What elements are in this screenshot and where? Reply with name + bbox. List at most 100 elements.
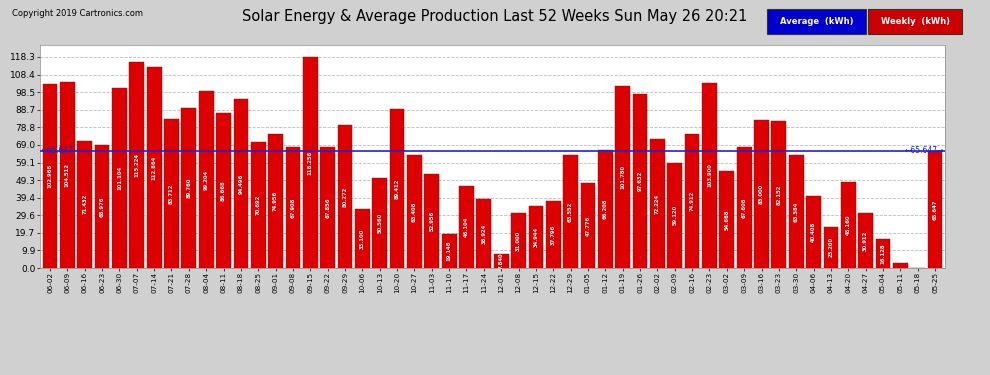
Text: 63.552: 63.552 (568, 201, 573, 222)
Bar (754, 120, 769, 268)
Text: 50.560: 50.560 (377, 213, 382, 233)
Bar (771, 122, 786, 268)
Bar (199, 91, 214, 268)
Bar (407, 155, 422, 268)
Bar (789, 154, 804, 268)
Bar (112, 88, 127, 268)
Text: 89.760: 89.760 (186, 178, 191, 198)
Text: 103.900: 103.900 (707, 164, 712, 188)
Text: 70.692: 70.692 (255, 195, 260, 215)
Text: 31.000: 31.000 (516, 230, 521, 251)
Bar (181, 108, 196, 268)
Bar (285, 147, 300, 268)
Bar (580, 183, 595, 268)
Text: 7.840: 7.840 (499, 253, 504, 270)
Bar (372, 178, 387, 268)
Bar (147, 67, 161, 268)
Text: 16.128: 16.128 (880, 243, 885, 264)
Bar (442, 234, 456, 268)
Bar (216, 113, 231, 268)
Bar (390, 108, 405, 268)
Text: 38.924: 38.924 (481, 223, 486, 243)
Text: 46.104: 46.104 (464, 217, 469, 237)
Text: 101.780: 101.780 (620, 165, 625, 189)
Bar (43, 84, 57, 268)
Bar (234, 99, 248, 268)
Bar (806, 196, 821, 268)
Text: Copyright 2019 Cartronics.com: Copyright 2019 Cartronics.com (12, 9, 143, 18)
Text: 19.148: 19.148 (446, 241, 451, 261)
Text: 94.496: 94.496 (239, 174, 244, 194)
Text: 67.856: 67.856 (325, 197, 331, 218)
Bar (529, 206, 544, 268)
Bar (303, 57, 318, 268)
Text: 72.224: 72.224 (654, 194, 660, 214)
Text: 101.104: 101.104 (117, 166, 122, 190)
Bar (511, 213, 526, 268)
Text: 83.712: 83.712 (169, 183, 174, 204)
Text: 86.668: 86.668 (221, 180, 226, 201)
Bar (858, 213, 873, 268)
Bar (667, 163, 682, 268)
Bar (77, 141, 92, 268)
Text: 67.608: 67.608 (742, 198, 746, 218)
Text: 82.152: 82.152 (776, 184, 781, 205)
Bar (893, 263, 908, 268)
Bar (841, 182, 855, 268)
Bar (355, 209, 369, 268)
Bar (737, 147, 751, 268)
Text: 33.100: 33.100 (360, 228, 365, 249)
Text: 89.412: 89.412 (395, 178, 400, 198)
Text: 80.272: 80.272 (343, 186, 347, 207)
Text: 23.200: 23.200 (829, 237, 834, 258)
Text: 34.944: 34.944 (534, 227, 539, 247)
Text: 118.256: 118.256 (308, 150, 313, 175)
Bar (545, 201, 560, 268)
Text: 52.956: 52.956 (430, 211, 435, 231)
Text: 74.956: 74.956 (273, 191, 278, 211)
Text: 66.208: 66.208 (603, 199, 608, 219)
Text: 47.776: 47.776 (585, 215, 590, 236)
Text: 54.668: 54.668 (725, 209, 730, 230)
Bar (494, 254, 509, 268)
Text: 40.408: 40.408 (811, 222, 816, 242)
Text: Weekly  (kWh): Weekly (kWh) (881, 17, 949, 26)
Text: 97.632: 97.632 (638, 171, 643, 191)
Bar (928, 151, 942, 268)
Bar (321, 147, 335, 268)
Text: 112.864: 112.864 (151, 155, 156, 180)
Text: 71.432: 71.432 (82, 194, 87, 214)
Bar (616, 87, 630, 268)
Text: 65.647: 65.647 (933, 200, 938, 220)
Bar (250, 142, 265, 268)
Bar (633, 94, 647, 268)
Text: 104.512: 104.512 (65, 163, 70, 187)
Text: ←65.647→: ←65.647→ (905, 147, 944, 156)
Bar (164, 119, 179, 268)
Text: Average  (kWh): Average (kWh) (780, 17, 853, 26)
Text: 48.160: 48.160 (845, 215, 850, 236)
Text: 99.204: 99.204 (204, 170, 209, 190)
Text: 59.120: 59.120 (672, 205, 677, 225)
Text: ←65.647→: ←65.647→ (41, 147, 80, 156)
Bar (425, 174, 440, 268)
Bar (720, 171, 735, 268)
Bar (563, 154, 578, 268)
Text: 83.000: 83.000 (759, 184, 764, 204)
Text: 102.968: 102.968 (48, 164, 52, 188)
Bar (824, 227, 839, 268)
Text: 115.224: 115.224 (135, 153, 140, 177)
Bar (338, 125, 352, 268)
Bar (598, 150, 613, 268)
Text: 67.908: 67.908 (290, 197, 295, 218)
Text: 30.912: 30.912 (863, 230, 868, 251)
Text: Solar Energy & Average Production Last 52 Weeks Sun May 26 20:21: Solar Energy & Average Production Last 5… (243, 9, 747, 24)
Text: 68.976: 68.976 (100, 196, 105, 217)
Text: 74.912: 74.912 (690, 191, 695, 211)
Bar (268, 134, 283, 268)
Bar (685, 134, 700, 268)
Bar (476, 199, 491, 268)
Text: 63.408: 63.408 (412, 201, 417, 222)
Bar (650, 139, 664, 268)
Text: 63.584: 63.584 (794, 201, 799, 222)
